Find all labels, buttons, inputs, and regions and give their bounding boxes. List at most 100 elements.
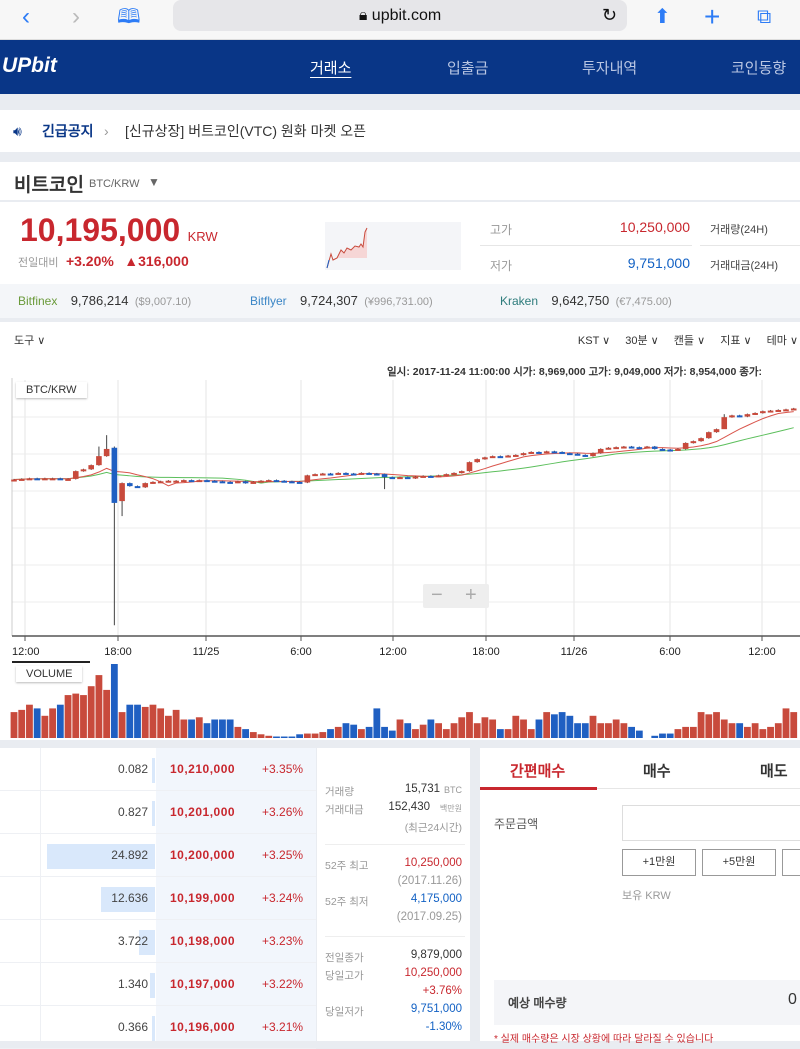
nav-deposit-withdraw[interactable]: 입출금 [447,60,489,77]
w52-high: 10,250,000 [404,857,462,869]
order-price[interactable]: 10,197,000 [170,977,236,991]
order-price[interactable]: 10,201,000 [170,805,236,819]
candle-body [736,415,743,418]
reload-icon[interactable]: ↻ [601,5,617,25]
order-amount-input[interactable] [622,805,800,841]
tab-buy[interactable]: 매수 [643,763,671,780]
add-more-button[interactable] [782,849,800,876]
orderbook-row[interactable]: 24.892 10,200,000 +3.25% [0,834,316,877]
chart-toolbar: 도구 ∨ KST ∨ 30분 ∨ 캔들 ∨ 지표 ∨ 테마 ∨ [0,318,800,360]
bookmarks-icon[interactable]: 🕮 [117,6,141,28]
zoom-out-button[interactable]: − [431,584,443,606]
candle-body [281,480,287,483]
x-tick-label: 18:00 [104,646,132,658]
expected-quantity-value: 0 [788,991,797,1008]
orderbook-row[interactable]: 1.340 10,197,000 +3.22% [0,963,316,1006]
tab-sell[interactable]: 매도 [760,763,788,780]
exchange-prices: Bitfinex 9,786,214 ($9,007.10) Bitflyer … [0,284,800,318]
order-price[interactable]: 10,199,000 [170,891,236,905]
low-label: 저가 [490,259,513,273]
candle-body [721,417,728,430]
volume-bar [41,715,49,738]
orderbook-row[interactable]: 0.082 10,210,000 +3.35% [0,748,316,791]
volume-bar [303,733,311,738]
prev-close: 9,879,000 [410,949,462,961]
orderbook-row[interactable]: 0.366 10,196,000 +3.21% [0,1006,316,1049]
theme-dropdown[interactable]: 테마 ∨ [766,335,798,347]
nav-investments[interactable]: 투자내역 [582,60,638,77]
coin-select-dropdown-icon[interactable]: ▼ [148,175,160,189]
candle-body [273,480,280,483]
order-price[interactable]: 10,210,000 [170,762,236,776]
nav-exchange[interactable]: 거래소 [310,60,352,77]
candle-body [451,472,457,475]
stat-volume-unit: BTC [444,785,462,795]
volume-bar [566,715,574,738]
upbit-logo[interactable]: UPbit [2,54,57,77]
order-change-pct: +3.23% [262,934,304,948]
candle-body [219,481,226,484]
volume-bar [790,712,798,738]
indicator-dropdown[interactable]: 지표 ∨ [720,335,752,347]
order-quantity: 0.366 [117,1020,148,1034]
notice-text[interactable]: [신규상장] 버트코인(VTC) 원화 마켓 오픈 [125,123,366,139]
exchange-bitflyer: Bitflyer 9,724,307 (¥996,731.00) [250,284,433,319]
volume-bar [496,729,504,738]
forward-icon[interactable]: › [72,3,80,30]
expected-quantity-label: 예상 매수량 [508,996,567,1010]
candle-body [682,442,689,449]
order-price[interactable]: 10,196,000 [170,1020,236,1034]
ma-short-line [13,411,794,487]
tools-dropdown[interactable]: 도구 ∨ [14,335,46,347]
volume-bar [651,735,659,738]
orderbook-row[interactable]: 0.827 10,201,000 +3.26% [0,791,316,834]
bitfinex-price: 9,786,214 [70,293,129,308]
candle-body [651,446,658,449]
interval-dropdown[interactable]: 30분 ∨ [625,335,659,347]
volume-bar [203,723,211,738]
tabs-icon[interactable]: ⧉ [757,6,772,28]
urgent-notice-bar[interactable]: 🔊︎ 긴급공지 › [신규상장] 버트코인(VTC) 원화 마켓 오픈 [0,110,800,152]
chart-type-dropdown[interactable]: 캔들 ∨ [673,335,706,347]
candle-body [790,408,797,411]
orderbook-row[interactable]: 3.722 10,198,000 +3.23% [0,920,316,963]
volume-bar [273,736,280,738]
volume-bar [381,726,388,738]
candle-body [389,477,396,480]
add-50k-button[interactable]: +5만원 [702,849,776,876]
add-10k-button[interactable]: +1만원 [622,849,696,876]
order-price[interactable]: 10,200,000 [170,848,236,862]
candle-body [165,480,172,483]
candle-body [659,448,666,451]
price-unit: KRW [187,229,218,244]
candle-body [211,480,218,483]
candle-body [482,457,488,460]
back-icon[interactable]: ‹ [22,3,30,30]
timezone-dropdown[interactable]: KST ∨ [577,335,611,347]
nav-coin-trends[interactable]: 코인동향 [731,60,787,77]
orderbook-row[interactable]: 12.636 10,199,000 +3.24% [0,877,316,920]
volume-bar [56,704,64,738]
browser-toolbar: ‹ › 🕮 🔒︎ upbit.com ↻ ⬆ + ⧉ [0,0,800,40]
price-chart-area[interactable]: 일시: 2017-11-24 11:00:00 시가: 8,969,000 고가… [0,360,800,740]
volume-bar [18,709,26,738]
volume-bar [249,732,257,738]
candle-body [335,472,342,475]
order-price[interactable]: 10,198,000 [170,934,236,948]
volume-bar [535,719,543,738]
tab-quick-buy[interactable]: 간편매수 [510,763,566,780]
new-tab-icon[interactable]: + [704,1,721,32]
address-bar[interactable]: 🔒︎ upbit.com ↻ [173,0,627,31]
order-change-pct: +3.35% [262,762,304,776]
volume-bar [80,695,87,738]
change-group: 전일대비 +3.20% ▲316,000 [18,253,189,271]
volume-bar [659,733,666,738]
volume-bar [219,719,226,738]
order-quantity: 0.082 [117,762,148,776]
volume-bar [473,723,481,738]
candlestick-chart[interactable]: 12:00 18:00 11/25 6:00 12:00 18:00 11/26 6:00 12… [0,378,800,740]
zoom-in-button[interactable]: + [465,584,477,606]
candle-body [374,473,380,476]
volume-bar [551,714,558,738]
share-icon[interactable]: ⬆ [654,6,671,28]
